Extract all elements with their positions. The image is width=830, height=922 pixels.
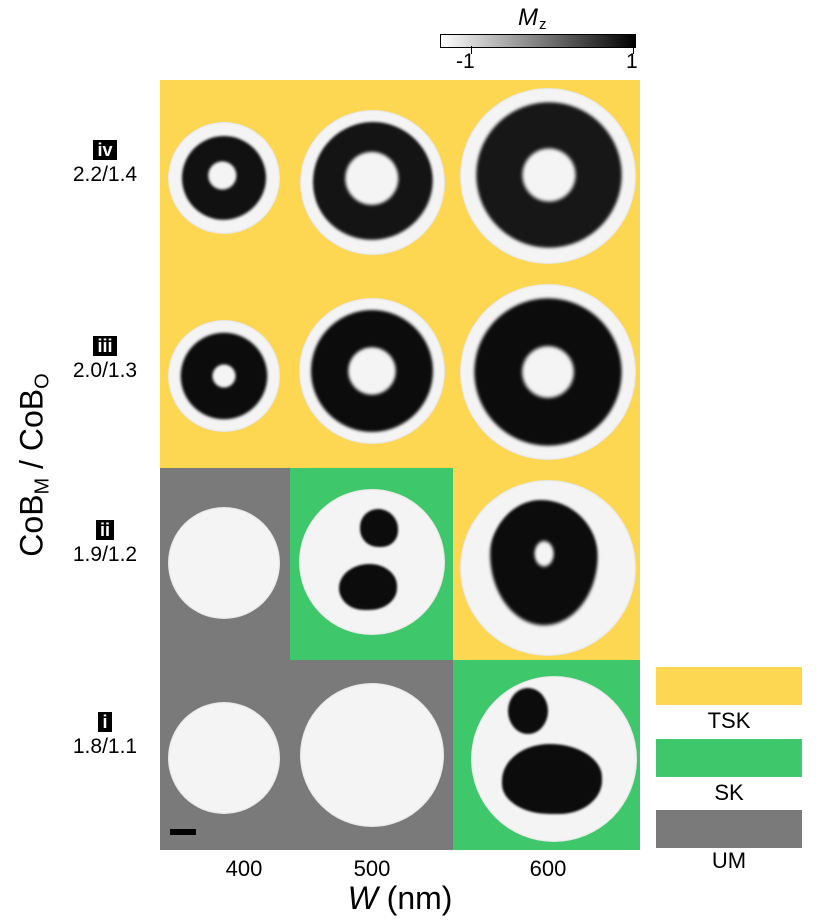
legend-label-tsk: TSK: [707, 708, 751, 733]
texture-ring: [472, 296, 624, 448]
row-ratio: 1.9/1.2: [72, 543, 138, 566]
row-ratio: 2.0/1.3: [72, 359, 138, 382]
legend-swatch-sk: [656, 739, 802, 777]
row-badge: ii: [95, 520, 114, 540]
row-label-iii: iii 2.0/1.3: [50, 336, 160, 383]
colorbar: [440, 34, 636, 48]
x-tick-400: 400: [225, 856, 263, 881]
skyrmion-blob: [502, 744, 602, 814]
row-label-iv: iv 2.2/1.4: [50, 140, 160, 187]
skyrmion-blob: [339, 564, 397, 610]
phase-grid: [160, 80, 640, 850]
skyrmion-blob: [508, 688, 548, 734]
texture-ring: [474, 100, 624, 250]
y-axis-label: CoBM / CoBO: [13, 373, 54, 557]
texture-ring: [180, 332, 268, 420]
x-tick-500: 500: [353, 856, 391, 881]
legend-swatch-um: [656, 810, 802, 848]
colorbar-max-label: 1: [626, 50, 638, 73]
colorbar-title: Mz: [518, 4, 547, 33]
colorbar-min-label: -1: [456, 50, 475, 73]
row-label-i: i 1.8/1.1: [50, 712, 160, 759]
colorbar-tick-max: [633, 46, 634, 54]
row-badge: iv: [93, 140, 117, 160]
disc-i-400: [168, 702, 280, 814]
texture-ring: [310, 309, 434, 433]
colorbar-tick-min: [471, 46, 472, 54]
texture-ring: [182, 136, 266, 220]
scale-bar: [170, 829, 196, 835]
row-ratio: 2.2/1.4: [72, 163, 138, 186]
legend-label-um: UM: [711, 848, 747, 873]
legend-swatch-tsk: [656, 667, 802, 705]
x-tick-600: 600: [529, 856, 567, 881]
disc-ii-400: [168, 507, 280, 619]
row-badge: iii: [93, 336, 117, 356]
x-axis-title: W (nm): [347, 880, 453, 916]
row-ratio: 1.8/1.1: [72, 735, 138, 758]
disc-i-500: [300, 683, 444, 827]
skyrmion-blob: [360, 509, 398, 547]
texture-ring: [313, 122, 433, 242]
texture-ring: [488, 500, 598, 628]
row-badge: i: [98, 712, 112, 732]
legend-label-sk: SK: [714, 780, 744, 805]
row-label-ii: ii 1.9/1.2: [50, 520, 160, 567]
